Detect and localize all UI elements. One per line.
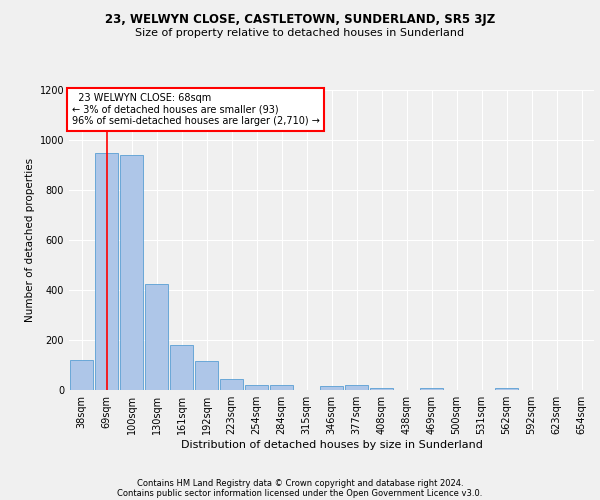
Text: Contains HM Land Registry data © Crown copyright and database right 2024.: Contains HM Land Registry data © Crown c… [137, 478, 463, 488]
Bar [320, 386, 343, 390]
Y-axis label: Number of detached properties: Number of detached properties [25, 158, 35, 322]
Text: Size of property relative to detached houses in Sunderland: Size of property relative to detached ho… [136, 28, 464, 38]
Text: Contains public sector information licensed under the Open Government Licence v3: Contains public sector information licen… [118, 488, 482, 498]
Bar [95, 152, 118, 390]
Bar [245, 385, 268, 390]
Bar [495, 388, 518, 390]
Bar [120, 155, 143, 390]
Bar [270, 385, 293, 390]
Bar [345, 385, 368, 390]
Bar [145, 284, 168, 390]
X-axis label: Distribution of detached houses by size in Sunderland: Distribution of detached houses by size … [181, 440, 482, 450]
Text: 23 WELWYN CLOSE: 68sqm
← 3% of detached houses are smaller (93)
96% of semi-deta: 23 WELWYN CLOSE: 68sqm ← 3% of detached … [71, 93, 320, 126]
Bar [220, 379, 243, 390]
Bar [195, 361, 218, 390]
Bar [420, 388, 443, 390]
Text: 23, WELWYN CLOSE, CASTLETOWN, SUNDERLAND, SR5 3JZ: 23, WELWYN CLOSE, CASTLETOWN, SUNDERLAND… [105, 12, 495, 26]
Bar [370, 388, 393, 390]
Bar [170, 344, 193, 390]
Bar [70, 360, 93, 390]
